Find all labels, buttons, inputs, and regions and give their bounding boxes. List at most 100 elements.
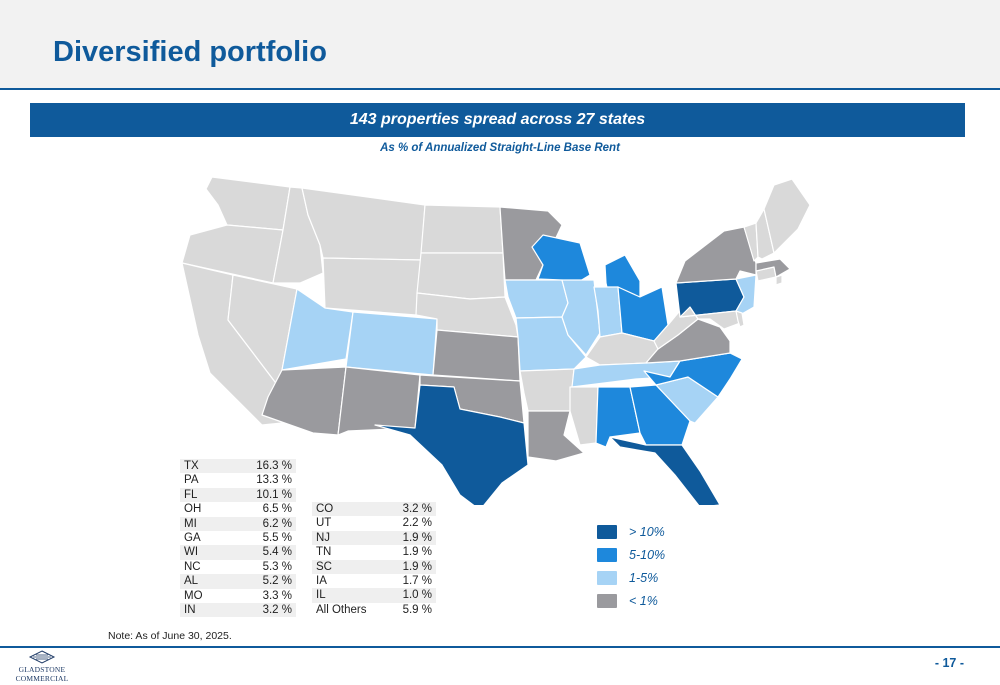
table-left-row: PA 13.3 % xyxy=(180,473,296,488)
state-ar xyxy=(519,368,575,412)
title-bar xyxy=(0,0,1000,88)
state-code-cell: IA xyxy=(312,574,388,589)
state-ks xyxy=(432,329,521,382)
state-code-cell: GA xyxy=(180,531,224,546)
legend-item-p1to5: 1-5% xyxy=(597,566,665,589)
rent-percent-cell: 13.3 % xyxy=(223,473,296,488)
table-right-row: TN 1.9 % xyxy=(312,545,436,560)
legend-label: 5-10% xyxy=(629,547,666,562)
state-code-cell: NC xyxy=(180,559,224,575)
logo-line-2: COMMERCIAL xyxy=(15,674,69,683)
rent-percent-cell: 3.2 % xyxy=(223,603,296,618)
state-code-cell: FL xyxy=(180,487,224,503)
rent-percent-cell: 1.0 % xyxy=(387,588,436,603)
footnote: Note: As of June 30, 2025. xyxy=(108,630,232,642)
state-code-cell: PA xyxy=(180,473,224,488)
legend-swatch xyxy=(597,593,617,608)
page-number: - 17 - xyxy=(934,656,964,670)
rent-percent-cell: 5.2 % xyxy=(223,574,296,589)
rent-percent-cell: 5.9 % xyxy=(387,602,436,618)
state-ny xyxy=(675,226,757,284)
state-wa xyxy=(205,176,291,231)
state-nc xyxy=(643,352,743,398)
table-left-row: OH 6.5 % xyxy=(180,502,296,517)
table-left-row: TX 16.3 % xyxy=(180,459,296,474)
legend-item-gt10: > 10% xyxy=(597,520,665,543)
map-legend: > 10% 5-10% 1-5% < 1% xyxy=(597,520,665,612)
table-left-row: MO 3.3 % xyxy=(180,588,296,604)
title-divider xyxy=(0,88,1000,90)
table-left-row: AL 5.2 % xyxy=(180,574,296,589)
table-right-row: CO 3.2 % xyxy=(312,502,436,517)
rent-percent-cell: 2.2 % xyxy=(387,516,436,531)
state-co xyxy=(345,311,438,376)
legend-item-p5to10: 5-10% xyxy=(597,543,665,566)
rent-percent-cell: 1.9 % xyxy=(387,559,436,575)
state-ms xyxy=(569,386,599,446)
gladstone-logo: GLADSTONE COMMERCIAL xyxy=(6,650,78,684)
legend-item-lt1: < 1% xyxy=(597,589,665,612)
table-left-row: GA 5.5 % xyxy=(180,531,296,546)
legend-label: > 10% xyxy=(629,524,665,539)
state-nm xyxy=(337,366,421,436)
rent-percent-cell: 5.3 % xyxy=(223,559,296,575)
legend-swatch xyxy=(597,547,617,562)
properties-banner: 143 properties spread across 27 states xyxy=(30,103,965,137)
state-wy xyxy=(322,257,422,316)
table-left-row: NC 5.3 % xyxy=(180,559,296,575)
state-code-cell: SC xyxy=(312,559,388,575)
state-code-cell: NJ xyxy=(312,530,388,546)
logo-line-1: GLADSTONE xyxy=(18,665,66,674)
state-nh xyxy=(755,208,775,260)
table-left-row: IN 3.2 % xyxy=(180,603,296,618)
legend-label: 1-5% xyxy=(629,570,659,585)
state-nd xyxy=(420,204,504,254)
rent-percent-cell: 1.9 % xyxy=(387,530,436,546)
state-rent-table-right: CO 3.2 % UT 2.2 % NJ 1.9 % TN 1.9 % SC 1.9 % IA 1.7… xyxy=(312,502,436,618)
legend-label: < 1% xyxy=(629,593,658,608)
state-code-cell: MO xyxy=(180,588,224,604)
state-rent-table-left: TX 16.3 % PA 13.3 % FL 10.1 % OH 6.5 % MI 6.2 % GA… xyxy=(180,459,296,618)
state-wi xyxy=(531,234,591,288)
state-code-cell: AL xyxy=(180,574,224,589)
rent-percent-cell: 5.4 % xyxy=(223,545,296,560)
rent-percent-cell: 3.3 % xyxy=(223,588,296,604)
state-code-cell: WI xyxy=(180,545,224,560)
table-right-row: SC 1.9 % xyxy=(312,559,436,575)
table-right-row: IA 1.7 % xyxy=(312,574,436,589)
state-sd xyxy=(416,252,506,300)
state-de xyxy=(735,310,745,328)
table-left-row: FL 10.1 % xyxy=(180,487,296,503)
table-right-row: UT 2.2 % xyxy=(312,516,436,531)
state-code-cell: IL xyxy=(312,588,388,603)
state-code-cell: All Others xyxy=(312,602,388,618)
us-states-map xyxy=(181,176,811,505)
state-tx xyxy=(374,384,529,505)
state-mn xyxy=(499,206,563,281)
state-code-cell: UT xyxy=(312,516,388,531)
state-code-cell: CO xyxy=(312,502,388,517)
state-ia xyxy=(504,279,569,319)
footer-divider xyxy=(0,646,1000,648)
state-code-cell: TX xyxy=(180,459,224,474)
state-ri xyxy=(775,274,783,286)
rent-percent-cell: 1.7 % xyxy=(387,574,436,589)
table-right-row: All Others 5.9 % xyxy=(312,602,436,618)
state-fl xyxy=(609,436,721,505)
rent-percent-cell: 3.2 % xyxy=(387,502,436,517)
table-left-row: MI 6.2 % xyxy=(180,516,296,532)
rent-percent-cell: 1.9 % xyxy=(387,545,436,560)
rent-percent-cell: 6.2 % xyxy=(223,516,296,532)
state-mt xyxy=(301,187,426,261)
rent-percent-cell: 16.3 % xyxy=(223,459,296,474)
rent-percent-cell: 5.5 % xyxy=(223,531,296,546)
state-code-cell: TN xyxy=(312,545,388,560)
banner-text: 143 properties spread across 27 states xyxy=(349,111,646,128)
table-right-row: IL 1.0 % xyxy=(312,588,436,603)
state-code-cell: OH xyxy=(180,502,224,517)
page-title: Diversified portfolio xyxy=(53,36,327,68)
state-code-cell: IN xyxy=(180,603,224,618)
table-right-row: NJ 1.9 % xyxy=(312,530,436,546)
rent-percent-cell: 10.1 % xyxy=(223,487,296,503)
table-left-row: WI 5.4 % xyxy=(180,545,296,560)
